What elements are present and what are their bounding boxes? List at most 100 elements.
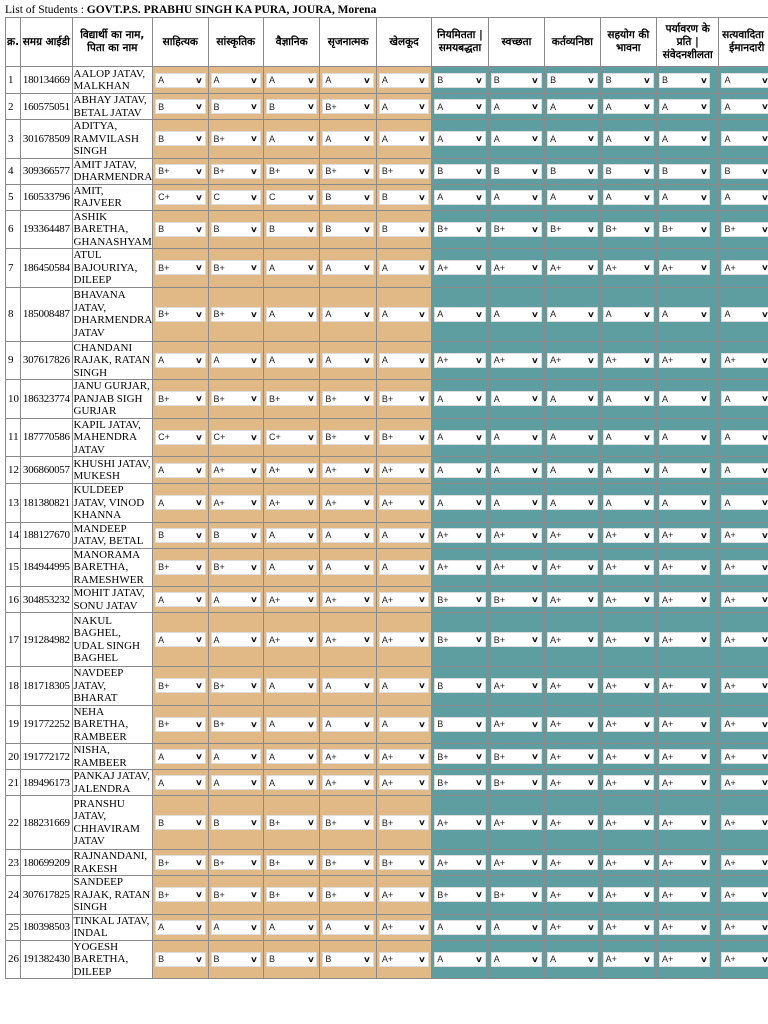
grade-select-sahyog[interactable]: A ∨: [602, 391, 654, 407]
grade-select-sanskritik[interactable]: B+ ∨: [210, 306, 261, 322]
grade-select-sanskritik[interactable]: B+ ∨: [210, 131, 261, 147]
grade-select-sanskritik[interactable]: A ∨: [210, 72, 261, 88]
grade-select-sanskritik[interactable]: B+ ∨: [210, 260, 261, 276]
grade-select-niyamitata[interactable]: B+ ∨: [434, 775, 486, 790]
grade-select-paryavaran[interactable]: A ∨: [659, 391, 711, 407]
grade-select-paryavaran[interactable]: A+ ∨: [659, 678, 711, 694]
grade-select-sahityak[interactable]: B+ ∨: [155, 678, 206, 694]
grade-select-niyamitata[interactable]: A+ ∨: [434, 559, 486, 575]
grade-select-swachhata[interactable]: A ∨: [490, 189, 543, 205]
grade-select-vaigyanik[interactable]: A ∨: [265, 919, 318, 935]
grade-select-satyavadita[interactable]: A ∨: [721, 462, 768, 478]
grade-select-sahityak[interactable]: A ∨: [155, 775, 206, 790]
grade-select-niyamitata[interactable]: A ∨: [434, 495, 486, 511]
grade-select-swachhata[interactable]: A ∨: [490, 391, 543, 407]
grade-select-niyamitata[interactable]: A ∨: [434, 462, 486, 478]
grade-select-sahityak[interactable]: A ∨: [155, 495, 206, 511]
grade-select-paryavaran[interactable]: A ∨: [659, 495, 711, 511]
grade-select-swachhata[interactable]: B ∨: [490, 72, 543, 88]
grade-select-sahyog[interactable]: A+ ∨: [602, 716, 654, 732]
grade-select-kartavyanishtha[interactable]: A+ ∨: [547, 716, 598, 732]
grade-select-khelkood[interactable]: A ∨: [378, 131, 430, 147]
grade-select-kartavyanishtha[interactable]: B ∨: [547, 163, 598, 179]
grade-select-vaigyanik[interactable]: C+ ∨: [265, 429, 318, 445]
grade-select-sahyog[interactable]: A+ ∨: [602, 775, 654, 790]
grade-select-swachhata[interactable]: A+ ∨: [490, 559, 543, 575]
grade-select-swachhata[interactable]: A ∨: [490, 495, 543, 511]
grade-select-paryavaran[interactable]: A ∨: [659, 462, 711, 478]
grade-select-sahityak[interactable]: B ∨: [155, 99, 206, 114]
grade-select-niyamitata[interactable]: A ∨: [434, 131, 486, 147]
grade-select-sahyog[interactable]: A+ ∨: [602, 527, 654, 543]
grade-select-vaigyanik[interactable]: C ∨: [265, 189, 318, 205]
grade-select-khelkood[interactable]: B+ ∨: [378, 855, 430, 870]
grade-select-swachhata[interactable]: A ∨: [490, 951, 543, 967]
grade-select-sanskritik[interactable]: B+ ∨: [210, 559, 261, 575]
grade-select-sahityak[interactable]: B ∨: [155, 951, 206, 967]
grade-select-sanskritik[interactable]: A ∨: [210, 749, 261, 764]
grade-select-kartavyanishtha[interactable]: A+ ∨: [547, 592, 598, 607]
grade-select-sahyog[interactable]: A ∨: [602, 306, 654, 322]
grade-select-vaigyanik[interactable]: A ∨: [265, 72, 318, 88]
grade-select-srijanatmak[interactable]: B ∨: [322, 189, 374, 205]
grade-select-swachhata[interactable]: A ∨: [490, 99, 543, 114]
grade-select-kartavyanishtha[interactable]: A+ ∨: [547, 855, 598, 870]
grade-select-khelkood[interactable]: B ∨: [378, 189, 430, 205]
grade-select-niyamitata[interactable]: B+ ∨: [434, 887, 486, 903]
grade-select-khelkood[interactable]: A+ ∨: [378, 462, 430, 478]
grade-select-sahyog[interactable]: A+ ∨: [602, 951, 654, 967]
grade-select-sahityak[interactable]: A ∨: [155, 749, 206, 764]
grade-select-niyamitata[interactable]: A ∨: [434, 429, 486, 445]
grade-select-srijanatmak[interactable]: B+ ∨: [322, 391, 374, 407]
grade-select-sahyog[interactable]: A ∨: [602, 131, 654, 147]
grade-select-khelkood[interactable]: A ∨: [378, 352, 430, 368]
grade-select-satyavadita[interactable]: A+ ∨: [721, 260, 768, 276]
grade-select-swachhata[interactable]: A ∨: [490, 919, 543, 935]
grade-select-sanskritik[interactable]: B+ ∨: [210, 887, 261, 903]
grade-select-sahityak[interactable]: B ∨: [155, 221, 206, 237]
grade-select-kartavyanishtha[interactable]: A+ ∨: [547, 559, 598, 575]
grade-select-sahyog[interactable]: A+ ∨: [602, 678, 654, 694]
grade-select-sanskritik[interactable]: A+ ∨: [210, 462, 261, 478]
grade-select-sahityak[interactable]: A ∨: [155, 592, 206, 607]
grade-select-paryavaran[interactable]: A+ ∨: [659, 592, 711, 607]
grade-select-srijanatmak[interactable]: B ∨: [322, 221, 374, 237]
grade-select-satyavadita[interactable]: A ∨: [721, 495, 768, 511]
grade-select-niyamitata[interactable]: B+ ∨: [434, 632, 486, 647]
grade-select-kartavyanishtha[interactable]: A+ ∨: [547, 352, 598, 368]
grade-select-satyavadita[interactable]: A+ ∨: [721, 855, 768, 870]
grade-select-paryavaran[interactable]: A+ ∨: [659, 749, 711, 764]
grade-select-srijanatmak[interactable]: A ∨: [322, 919, 374, 935]
grade-select-srijanatmak[interactable]: B+ ∨: [322, 887, 374, 903]
grade-select-niyamitata[interactable]: A ∨: [434, 99, 486, 114]
grade-select-khelkood[interactable]: A ∨: [378, 260, 430, 276]
grade-select-srijanatmak[interactable]: A ∨: [322, 306, 374, 322]
grade-select-swachhata[interactable]: A+ ∨: [490, 716, 543, 732]
grade-select-kartavyanishtha[interactable]: A+ ∨: [547, 887, 598, 903]
grade-select-sanskritik[interactable]: C ∨: [210, 189, 261, 205]
grade-select-khelkood[interactable]: A+ ∨: [378, 592, 430, 607]
grade-select-niyamitata[interactable]: A ∨: [434, 919, 486, 935]
grade-select-sahyog[interactable]: A+ ∨: [602, 352, 654, 368]
grade-select-sahyog[interactable]: B+ ∨: [602, 221, 654, 237]
grade-select-kartavyanishtha[interactable]: A ∨: [547, 189, 598, 205]
grade-select-sahityak[interactable]: B+ ∨: [155, 887, 206, 903]
grade-select-paryavaran[interactable]: A ∨: [659, 99, 711, 114]
grade-select-paryavaran[interactable]: A ∨: [659, 189, 711, 205]
grade-select-niyamitata[interactable]: A+ ∨: [434, 815, 486, 830]
grade-select-sahityak[interactable]: B+ ∨: [155, 163, 206, 179]
grade-select-kartavyanishtha[interactable]: A+ ∨: [547, 775, 598, 790]
grade-select-vaigyanik[interactable]: B ∨: [265, 951, 318, 967]
grade-select-khelkood[interactable]: A+ ∨: [378, 749, 430, 764]
grade-select-kartavyanishtha[interactable]: A ∨: [547, 462, 598, 478]
grade-select-srijanatmak[interactable]: A+ ∨: [322, 592, 374, 607]
grade-select-sahyog[interactable]: A+ ∨: [602, 632, 654, 647]
grade-select-swachhata[interactable]: A+ ∨: [490, 855, 543, 870]
grade-select-sahyog[interactable]: A+ ∨: [602, 855, 654, 870]
grade-select-khelkood[interactable]: A+ ∨: [378, 632, 430, 647]
grade-select-srijanatmak[interactable]: A+ ∨: [322, 749, 374, 764]
grade-select-khelkood[interactable]: B ∨: [378, 221, 430, 237]
grade-select-paryavaran[interactable]: A ∨: [659, 131, 711, 147]
grade-select-vaigyanik[interactable]: B ∨: [265, 99, 318, 114]
grade-select-swachhata[interactable]: A ∨: [490, 429, 543, 445]
